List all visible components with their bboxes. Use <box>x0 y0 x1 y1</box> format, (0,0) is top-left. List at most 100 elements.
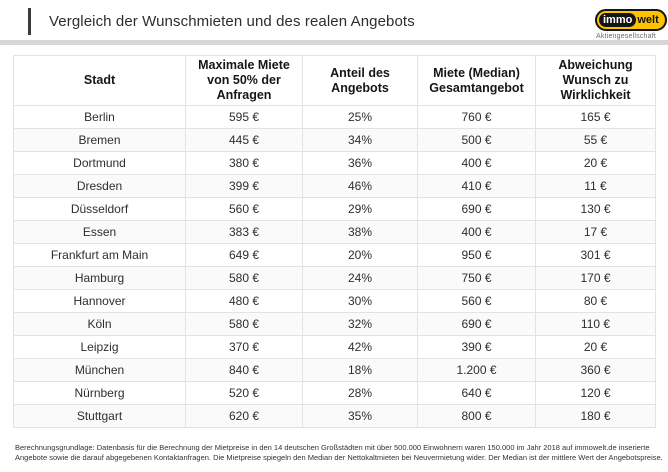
table-header-row: Stadt Maximale Miete von 50% der Anfrage… <box>13 55 656 106</box>
value-cell: 11 € <box>535 174 656 198</box>
table-row: Dresden 399 €46% 410 €11 € <box>13 174 656 198</box>
value-cell: 24% <box>302 266 418 290</box>
value-cell: 750 € <box>417 266 536 290</box>
table-row: Leipzig 370 €42% 390 €20 € <box>13 335 656 359</box>
value-cell: 370 € <box>185 335 303 359</box>
value-cell: 110 € <box>535 312 656 336</box>
city-cell: Dresden <box>13 174 186 198</box>
value-cell: 130 € <box>535 197 656 221</box>
column-header-abweichung: Abweichung Wunsch zu Wirklichkeit <box>535 55 656 106</box>
table-row: Dortmund 380 €36% 400 €20 € <box>13 151 656 175</box>
table-row: Hannover 480 €30% 560 €80 € <box>13 289 656 313</box>
value-cell: 180 € <box>535 404 656 428</box>
column-header-anteil: Anteil des Angebots <box>302 55 418 106</box>
value-cell: 55 € <box>535 128 656 152</box>
value-cell: 580 € <box>185 312 303 336</box>
table-row: Berlin 595 €25% 760 €165 € <box>13 105 656 129</box>
value-cell: 30% <box>302 289 418 313</box>
value-cell: 29% <box>302 197 418 221</box>
value-cell: 800 € <box>417 404 536 428</box>
value-cell: 36% <box>302 151 418 175</box>
header-divider <box>0 40 668 45</box>
value-cell: 560 € <box>185 197 303 221</box>
page-title: Vergleich der Wunschmieten und des reale… <box>49 13 415 30</box>
value-cell: 32% <box>302 312 418 336</box>
city-cell: Stuttgart <box>13 404 186 428</box>
value-cell: 410 € <box>417 174 536 198</box>
value-cell: 580 € <box>185 266 303 290</box>
value-cell: 500 € <box>417 128 536 152</box>
value-cell: 35% <box>302 404 418 428</box>
value-cell: 400 € <box>417 151 536 175</box>
title-accent-bar <box>28 8 31 35</box>
value-cell: 760 € <box>417 105 536 129</box>
value-cell: 42% <box>302 335 418 359</box>
value-cell: 950 € <box>417 243 536 267</box>
table-row: München 840 €18% 1.200 €360 € <box>13 358 656 382</box>
table-body: Berlin 595 €25% 760 €165 € Bremen 445 €34% 50… <box>13 105 656 428</box>
value-cell: 165 € <box>535 105 656 129</box>
column-header-stadt: Stadt <box>13 55 186 106</box>
value-cell: 380 € <box>185 151 303 175</box>
table-row: Nürnberg 520 €28% 640 €120 € <box>13 381 656 405</box>
value-cell: 560 € <box>417 289 536 313</box>
value-cell: 520 € <box>185 381 303 405</box>
city-cell: Essen <box>13 220 186 244</box>
value-cell: 38% <box>302 220 418 244</box>
city-cell: Leipzig <box>13 335 186 359</box>
value-cell: 18% <box>302 358 418 382</box>
value-cell: 301 € <box>535 243 656 267</box>
value-cell: 480 € <box>185 289 303 313</box>
value-cell: 80 € <box>535 289 656 313</box>
value-cell: 595 € <box>185 105 303 129</box>
city-cell: Köln <box>13 312 186 336</box>
value-cell: 620 € <box>185 404 303 428</box>
city-cell: Düsseldorf <box>13 197 186 221</box>
table-row: Köln 580 €32% 690 €110 € <box>13 312 656 336</box>
table-row: Essen 383 €38% 400 €17 € <box>13 220 656 244</box>
value-cell: 34% <box>302 128 418 152</box>
city-cell: München <box>13 358 186 382</box>
table-row: Düsseldorf 560 €29% 690 €130 € <box>13 197 656 221</box>
value-cell: 445 € <box>185 128 303 152</box>
logo-immo-text: immo <box>599 13 637 27</box>
value-cell: 399 € <box>185 174 303 198</box>
city-cell: Frankfurt am Main <box>13 243 186 267</box>
city-cell: Dortmund <box>13 151 186 175</box>
value-cell: 120 € <box>535 381 656 405</box>
column-header-maximale-miete: Maximale Miete von 50% der Anfragen <box>185 55 303 106</box>
value-cell: 840 € <box>185 358 303 382</box>
footnote-line-1: Berechnungsgrundlage: Datenbasis für die… <box>15 443 650 452</box>
value-cell: 17 € <box>535 220 656 244</box>
rent-comparison-table: Stadt Maximale Miete von 50% der Anfrage… <box>13 55 656 428</box>
table-header: Stadt Maximale Miete von 50% der Anfrage… <box>13 55 656 106</box>
value-cell: 649 € <box>185 243 303 267</box>
city-cell: Berlin <box>13 105 186 129</box>
value-cell: 400 € <box>417 220 536 244</box>
column-header-miete-median: Miete (Median) Gesamtangebot <box>417 55 536 106</box>
value-cell: 46% <box>302 174 418 198</box>
footnote: Berechnungsgrundlage: Datenbasis für die… <box>15 443 663 462</box>
value-cell: 383 € <box>185 220 303 244</box>
value-cell: 390 € <box>417 335 536 359</box>
table-row: Hamburg 580 €24% 750 €170 € <box>13 266 656 290</box>
table-row: Bremen 445 €34% 500 €55 € <box>13 128 656 152</box>
table-row: Frankfurt am Main 649 €20% 950 €301 € <box>13 243 656 267</box>
footnote-line-2: Angebote sowie die darauf abgegebenen Ko… <box>15 452 663 462</box>
value-cell: 20 € <box>535 335 656 359</box>
value-cell: 170 € <box>535 266 656 290</box>
value-cell: 1.200 € <box>417 358 536 382</box>
value-cell: 640 € <box>417 381 536 405</box>
value-cell: 690 € <box>417 197 536 221</box>
value-cell: 25% <box>302 105 418 129</box>
value-cell: 20 € <box>535 151 656 175</box>
table-row: Stuttgart 620 €35% 800 €180 € <box>13 404 656 428</box>
logo-subtitle: Aktiengesellschaft <box>595 33 657 40</box>
logo-welt-text: welt <box>637 14 659 26</box>
value-cell: 690 € <box>417 312 536 336</box>
immowelt-logo: immo welt Aktiengesellschaft <box>595 9 667 40</box>
city-cell: Hannover <box>13 289 186 313</box>
value-cell: 28% <box>302 381 418 405</box>
value-cell: 20% <box>302 243 418 267</box>
